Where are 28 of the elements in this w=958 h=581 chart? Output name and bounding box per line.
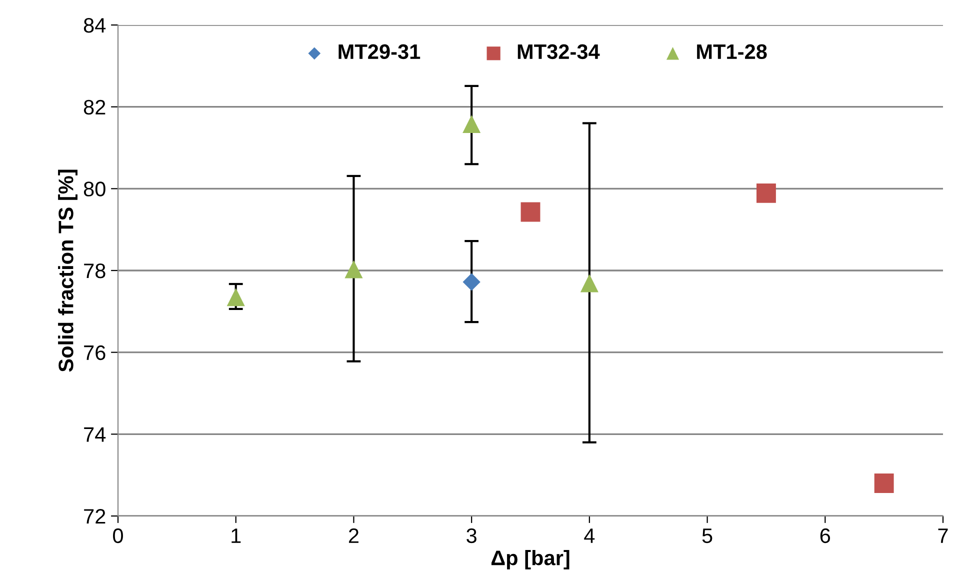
point bbox=[462, 114, 481, 134]
point bbox=[226, 288, 245, 306]
y-axis-title: Solid fraction TS [%] bbox=[58, 170, 78, 372]
point bbox=[520, 202, 540, 222]
point bbox=[580, 274, 598, 292]
point bbox=[344, 260, 363, 278]
x-tick-label: 3 bbox=[466, 528, 476, 544]
point bbox=[462, 273, 480, 291]
y-tick-label: 80 bbox=[84, 182, 106, 196]
y-tick-label: 74 bbox=[84, 427, 106, 442]
x-tick-label: 5 bbox=[702, 528, 712, 544]
x-tick-label: 2 bbox=[348, 528, 358, 543]
legend-label: MT29-31 bbox=[338, 44, 420, 60]
x-tick-label: 4 bbox=[584, 528, 595, 543]
y-tick-label: 76 bbox=[84, 345, 106, 360]
x-axis-title: Δp [bar] bbox=[491, 550, 570, 570]
legend-label: MT1-28 bbox=[697, 44, 767, 60]
x-tick-label: 0 bbox=[113, 528, 123, 544]
point bbox=[874, 474, 894, 493]
x-tick-label: 7 bbox=[938, 528, 948, 543]
y-tick-label: 78 bbox=[84, 264, 106, 278]
x-tick-label: 6 bbox=[820, 528, 830, 544]
legend-label: MT32-34 bbox=[518, 44, 600, 60]
y-tick-label: 72 bbox=[84, 509, 106, 524]
x-tick-label: 1 bbox=[232, 528, 241, 543]
y-tick-label: 84 bbox=[84, 18, 106, 33]
point bbox=[756, 183, 776, 203]
y-tick-label: 82 bbox=[84, 100, 106, 115]
